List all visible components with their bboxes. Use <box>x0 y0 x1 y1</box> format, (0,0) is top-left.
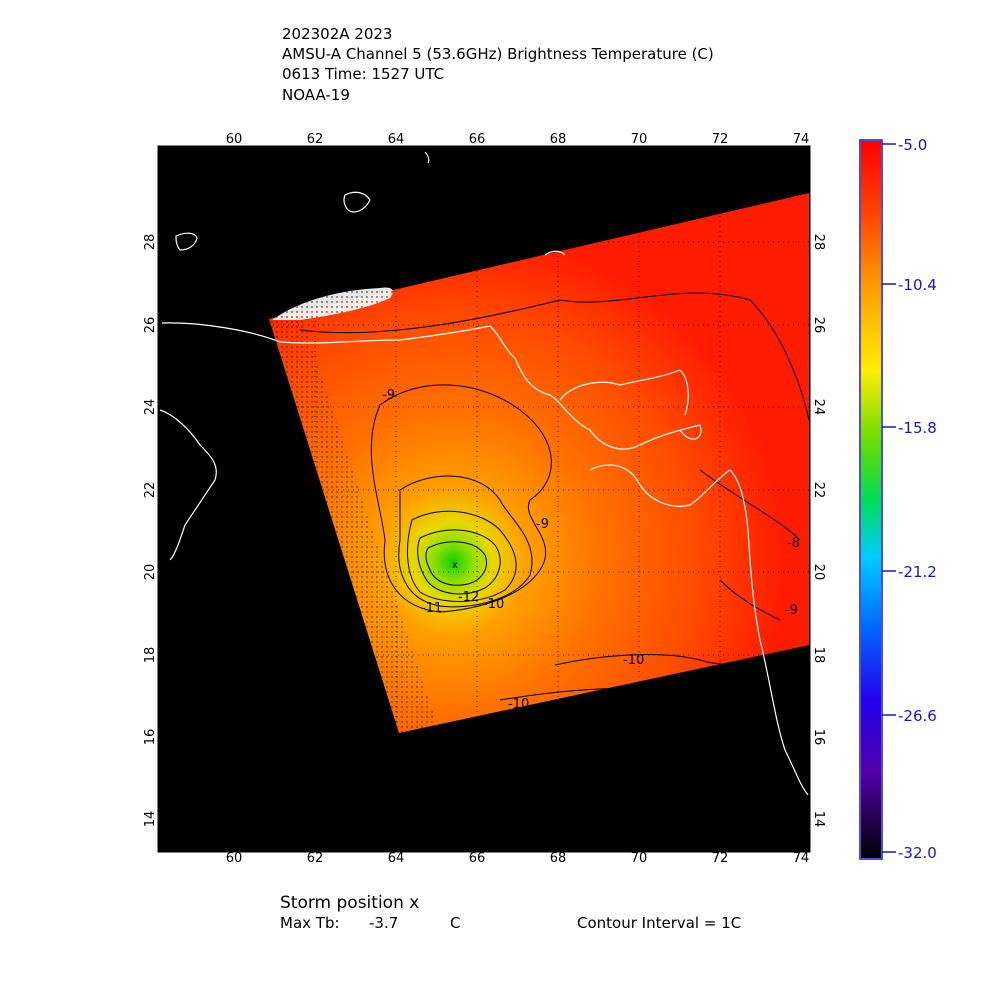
colorbar-label: -10.4 <box>898 276 937 294</box>
colorbar-label: -26.6 <box>898 707 937 725</box>
colorbar-label: -5.0 <box>898 136 927 154</box>
lon-tick: 62 <box>307 851 324 866</box>
map-frame <box>157 145 811 853</box>
contour-label: -9 <box>536 517 549 532</box>
lat-tick: 22 <box>811 482 826 499</box>
title-satellite: NOAA-19 <box>282 86 350 104</box>
contour-line <box>370 384 552 613</box>
lon-tick: 66 <box>469 132 486 147</box>
lon-tick: 66 <box>469 851 486 866</box>
lon-tick: 64 <box>388 132 405 147</box>
contour-line <box>699 469 801 541</box>
colorbar-label: -15.8 <box>898 419 937 437</box>
lon-tick: 68 <box>550 851 567 866</box>
colorbar-ticks <box>882 143 896 853</box>
swath <box>269 193 809 733</box>
lon-tick: 62 <box>307 132 324 147</box>
lon-tick: 70 <box>631 132 648 147</box>
lat-tick: 14 <box>143 811 158 828</box>
contour-label: -8 <box>787 536 800 551</box>
lat-tick: 22 <box>143 482 158 499</box>
coastal-region-stipple <box>272 287 393 320</box>
tick-marks <box>233 146 802 852</box>
lat-tick: 24 <box>811 399 826 416</box>
contour-label: -10 <box>483 597 504 612</box>
lon-tick: 74 <box>793 851 810 866</box>
contour-line <box>417 529 501 595</box>
colorbar-gradient <box>861 141 881 858</box>
swath-edge-stipple <box>269 312 440 733</box>
title-product: AMSU-A Channel 5 (53.6GHz) Brightness Te… <box>282 45 714 63</box>
contour-label: -9 <box>785 603 798 618</box>
lat-tick: 24 <box>143 399 158 416</box>
lon-ticks-top: 60 62 64 66 68 70 72 74 <box>226 132 810 147</box>
lat-tick: 16 <box>811 729 826 746</box>
lat-ticks-right: 14 16 18 20 22 24 26 28 <box>811 234 826 828</box>
lon-tick: 74 <box>793 132 810 147</box>
contour-line <box>425 541 487 586</box>
storm-position-text: Storm position x <box>280 893 420 913</box>
colorbar-frame <box>859 139 883 860</box>
title-time: 0613 Time: 1527 UTC <box>282 65 445 83</box>
contour-label: -12 <box>458 590 479 605</box>
storm-position-marker: x <box>452 560 458 571</box>
contour-label: -10 <box>623 653 644 668</box>
lat-tick: 20 <box>811 564 826 581</box>
colorbar-label: -32.0 <box>898 844 937 862</box>
lat-tick: 18 <box>143 647 158 664</box>
contour-labels: -9 -9 -12 -11 -10 -10 -10 -8 -9 <box>382 388 800 712</box>
contour-line <box>407 510 517 602</box>
coastline <box>159 151 809 796</box>
lat-tick: 16 <box>143 729 158 746</box>
lat-ticks-left: 14 16 18 20 22 24 26 28 <box>143 234 158 828</box>
lon-tick: 60 <box>226 132 243 147</box>
lat-tick: 28 <box>811 234 826 251</box>
lon-tick: 64 <box>388 851 405 866</box>
contour-label: -10 <box>508 697 529 712</box>
lat-tick: 20 <box>143 564 158 581</box>
lon-tick: 72 <box>712 851 729 866</box>
lon-ticks-bottom: 60 62 64 66 68 70 72 74 <box>226 851 810 866</box>
contour-line <box>719 579 781 621</box>
colorbar-label: -21.2 <box>898 563 937 581</box>
lon-tick: 70 <box>631 851 648 866</box>
lat-tick: 26 <box>811 317 826 334</box>
lat-tick: 28 <box>143 234 158 251</box>
lat-tick: 14 <box>811 811 826 828</box>
contour-label: -11 <box>421 601 442 616</box>
max-tb-unit: C <box>450 914 461 932</box>
contour-line <box>299 292 809 421</box>
lon-tick: 68 <box>550 132 567 147</box>
contour-label: -9 <box>382 388 395 403</box>
colorbar: -5.0 -10.4 -15.8 -21.2 -26.6 -32.0 <box>859 136 937 862</box>
lat-tick: 26 <box>143 317 158 334</box>
lon-tick: 60 <box>226 851 243 866</box>
max-tb-value: -3.7 <box>369 914 399 932</box>
contour-line <box>398 475 533 608</box>
lon-tick: 72 <box>712 132 729 147</box>
title-storm-id: 202302A 2023 <box>282 25 393 43</box>
max-tb-label: Max Tb: <box>280 914 340 932</box>
contour-interval: Contour Interval = 1C <box>577 914 742 932</box>
lat-tick: 18 <box>811 647 826 664</box>
